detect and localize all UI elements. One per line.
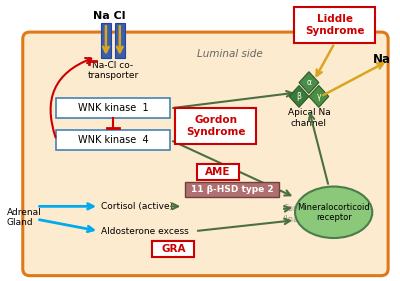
FancyBboxPatch shape <box>56 98 170 118</box>
Text: β: β <box>296 92 302 101</box>
Text: Liddle
Syndrome: Liddle Syndrome <box>305 14 364 36</box>
Text: 11 β-HSD type 2: 11 β-HSD type 2 <box>191 185 274 194</box>
Text: γ: γ <box>316 92 321 101</box>
Text: Na Cl: Na Cl <box>93 11 125 21</box>
FancyBboxPatch shape <box>197 164 239 180</box>
Text: Cortisol (active): Cortisol (active) <box>101 202 173 211</box>
Text: Mineralocorticoid
receptor: Mineralocorticoid receptor <box>297 203 370 222</box>
Text: Gordon
Syndrome: Gordon Syndrome <box>186 115 246 137</box>
Ellipse shape <box>295 187 372 238</box>
FancyBboxPatch shape <box>175 108 256 144</box>
Text: Cortisone
(Inactive): Cortisone (Inactive) <box>282 204 322 224</box>
FancyBboxPatch shape <box>294 7 375 43</box>
FancyBboxPatch shape <box>185 182 279 198</box>
FancyBboxPatch shape <box>23 32 388 276</box>
Polygon shape <box>299 72 319 94</box>
Text: AME: AME <box>205 167 230 177</box>
Text: WNK kinase  4: WNK kinase 4 <box>78 135 149 145</box>
FancyBboxPatch shape <box>152 241 194 257</box>
Text: Luminal side: Luminal side <box>197 49 262 59</box>
Text: Aldosterone excess: Aldosterone excess <box>101 226 189 235</box>
Text: Adrenal
Gland: Adrenal Gland <box>7 208 42 227</box>
FancyBboxPatch shape <box>115 23 125 58</box>
FancyBboxPatch shape <box>56 130 170 150</box>
FancyBboxPatch shape <box>101 23 111 58</box>
Text: Apical Na
channel: Apical Na channel <box>288 108 330 128</box>
Text: Na: Na <box>373 53 391 66</box>
Text: α: α <box>306 78 312 87</box>
Polygon shape <box>309 85 329 107</box>
Text: WNK kinase  1: WNK kinase 1 <box>78 103 149 113</box>
Text: GRA: GRA <box>161 244 186 254</box>
Text: Na-Cl co-
transporter: Na-Cl co- transporter <box>87 61 138 80</box>
FancyArrowPatch shape <box>50 58 91 137</box>
Polygon shape <box>289 85 309 107</box>
